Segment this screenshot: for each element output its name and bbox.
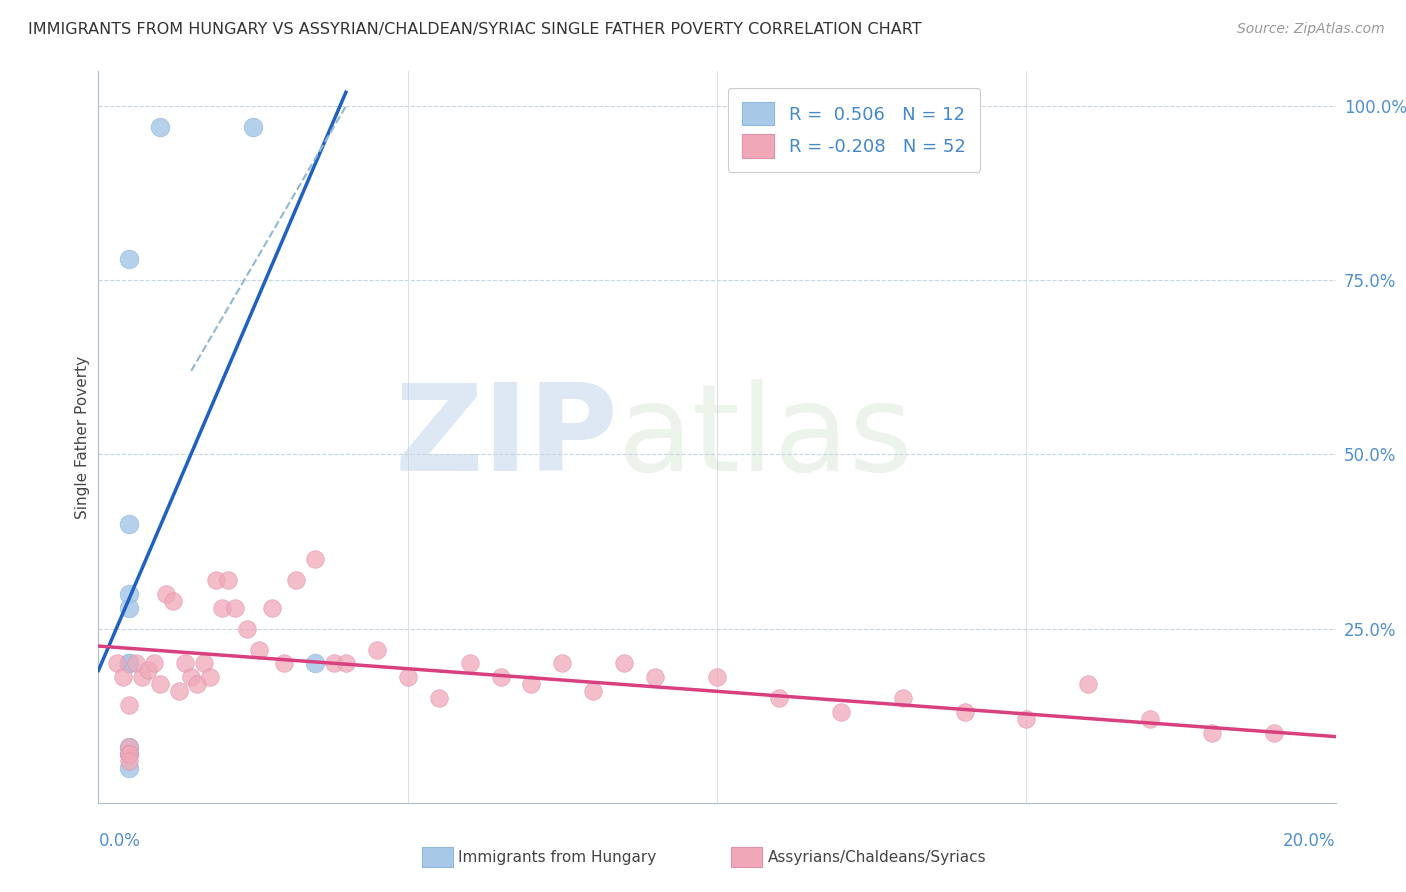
Point: [193, 657, 215, 671]
Point: [891, 691, 914, 706]
Text: Assyrians/Chaldeans/Syriacs: Assyrians/Chaldeans/Syriacs: [768, 850, 986, 864]
Point: [551, 657, 574, 671]
Point: [149, 120, 172, 134]
Point: [118, 517, 141, 532]
Point: [1201, 726, 1223, 740]
Text: Immigrants from Hungary: Immigrants from Hungary: [458, 850, 657, 864]
Point: [118, 587, 141, 601]
Point: [105, 657, 128, 671]
Point: [131, 670, 153, 684]
Point: [260, 600, 283, 615]
Point: [118, 252, 141, 267]
Point: [768, 691, 790, 706]
Point: [198, 670, 221, 684]
Point: [458, 657, 481, 671]
Point: [155, 587, 177, 601]
Point: [1139, 712, 1161, 726]
Point: [118, 740, 141, 755]
Point: [582, 684, 605, 698]
Point: [136, 664, 159, 678]
Point: [118, 761, 141, 775]
Point: [427, 691, 450, 706]
Point: [180, 670, 202, 684]
Point: [124, 657, 146, 671]
Text: 0.0%: 0.0%: [98, 832, 141, 850]
Point: [304, 552, 326, 566]
Point: [174, 657, 197, 671]
Point: [118, 657, 141, 671]
Point: [520, 677, 543, 691]
Point: [118, 747, 141, 761]
Text: atlas: atlas: [619, 378, 914, 496]
Point: [396, 670, 419, 684]
Point: [143, 657, 166, 671]
Point: [322, 657, 344, 671]
Point: [953, 705, 976, 719]
Point: [285, 573, 308, 587]
Legend: R =  0.506   N = 12, R = -0.208   N = 52: R = 0.506 N = 12, R = -0.208 N = 52: [727, 87, 980, 172]
Text: ZIP: ZIP: [394, 378, 619, 496]
Point: [118, 657, 141, 671]
Point: [118, 747, 141, 761]
Point: [118, 600, 141, 615]
Point: [162, 594, 184, 608]
Point: [112, 670, 135, 684]
Point: [613, 657, 636, 671]
Point: [273, 657, 295, 671]
Point: [205, 573, 228, 587]
Point: [706, 670, 728, 684]
Y-axis label: Single Father Poverty: Single Father Poverty: [75, 356, 90, 518]
Point: [1015, 712, 1038, 726]
Text: IMMIGRANTS FROM HUNGARY VS ASSYRIAN/CHALDEAN/SYRIAC SINGLE FATHER POVERTY CORREL: IMMIGRANTS FROM HUNGARY VS ASSYRIAN/CHAL…: [28, 22, 922, 37]
Point: [167, 684, 190, 698]
Point: [217, 573, 239, 587]
Point: [149, 677, 172, 691]
Point: [118, 698, 141, 713]
Point: [242, 120, 264, 134]
Point: [335, 657, 357, 671]
Point: [1077, 677, 1099, 691]
Point: [1263, 726, 1285, 740]
Point: [304, 657, 326, 671]
Point: [489, 670, 512, 684]
Text: 20.0%: 20.0%: [1284, 832, 1336, 850]
Point: [224, 600, 246, 615]
Point: [211, 600, 233, 615]
Point: [236, 622, 259, 636]
Point: [118, 747, 141, 761]
Point: [644, 670, 666, 684]
Point: [366, 642, 388, 657]
Text: Source: ZipAtlas.com: Source: ZipAtlas.com: [1237, 22, 1385, 37]
Point: [830, 705, 852, 719]
Point: [118, 740, 141, 755]
Point: [186, 677, 208, 691]
Point: [118, 754, 141, 768]
Point: [247, 642, 270, 657]
